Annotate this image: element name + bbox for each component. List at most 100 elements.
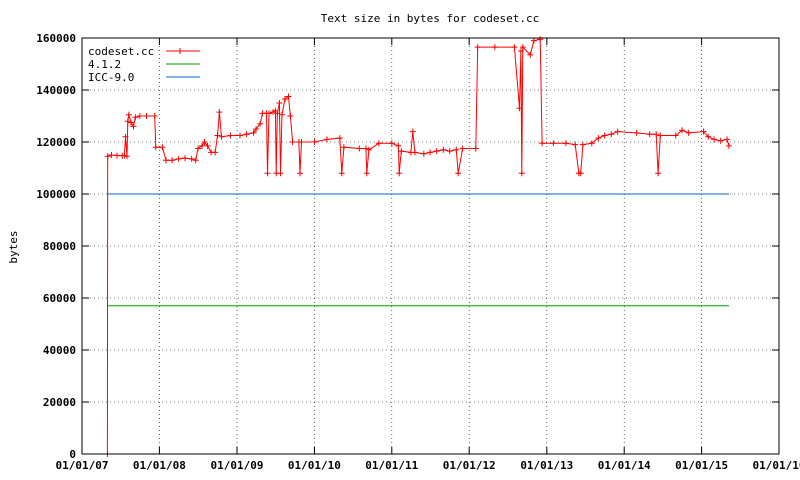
data-point xyxy=(537,36,544,43)
data-point xyxy=(199,142,206,149)
data-point xyxy=(459,145,466,152)
data-point xyxy=(338,170,345,177)
data-point xyxy=(204,142,211,149)
data-point xyxy=(653,131,660,138)
data-point xyxy=(159,144,166,151)
data-point xyxy=(614,128,621,135)
x-tick-label: 01/01/14 xyxy=(598,459,651,472)
data-point xyxy=(201,139,208,145)
data-point xyxy=(108,152,115,158)
data-point xyxy=(311,139,318,145)
data-point xyxy=(323,136,330,143)
data-point xyxy=(527,51,534,58)
data-point xyxy=(277,170,284,177)
data-point xyxy=(285,93,292,100)
data-point xyxy=(356,145,363,152)
y-tick-label: 120000 xyxy=(36,136,76,149)
data-point xyxy=(474,44,481,51)
data-point xyxy=(577,170,584,177)
data-point xyxy=(539,140,546,147)
data-point xyxy=(530,37,537,44)
data-point xyxy=(127,119,134,126)
data-point xyxy=(705,133,712,140)
x-tick-label: 01/01/09 xyxy=(211,459,264,472)
data-point xyxy=(362,145,369,152)
data-point xyxy=(433,148,440,155)
data-point xyxy=(214,132,221,139)
series-layer xyxy=(104,36,732,457)
data-point xyxy=(121,152,128,159)
data-point xyxy=(700,128,707,135)
y-tick-label: 80000 xyxy=(43,240,76,253)
data-point xyxy=(511,44,518,51)
data-point xyxy=(253,126,260,132)
data-point xyxy=(685,129,692,136)
data-point xyxy=(218,133,225,140)
legend-label: 4.1.2 xyxy=(88,58,121,71)
x-tick-label: 01/01/16 xyxy=(753,459,800,472)
data-point xyxy=(657,132,664,139)
data-point xyxy=(104,153,111,160)
data-point xyxy=(601,132,608,139)
series-0 xyxy=(104,36,732,457)
data-point xyxy=(655,170,662,177)
y-tick-label: 140000 xyxy=(36,84,76,97)
data-point xyxy=(595,135,602,142)
data-point xyxy=(192,157,199,164)
data-point xyxy=(516,105,523,112)
data-point xyxy=(257,120,264,127)
data-point xyxy=(420,150,427,157)
data-point xyxy=(151,113,158,119)
series-line xyxy=(106,38,730,455)
data-point xyxy=(363,170,370,177)
data-point xyxy=(243,131,250,138)
data-point xyxy=(212,149,219,156)
data-point xyxy=(130,123,137,130)
data-point xyxy=(711,136,718,143)
data-point xyxy=(274,110,281,117)
legend-label: ICC-9.0 xyxy=(88,71,134,84)
data-point xyxy=(143,113,150,119)
x-tick-label: 01/01/11 xyxy=(365,459,418,472)
data-point xyxy=(717,137,724,144)
data-point xyxy=(453,146,460,153)
data-point xyxy=(517,48,524,54)
data-point xyxy=(340,144,347,151)
y-tick-label: 100000 xyxy=(36,188,76,201)
chart-title: Text size in bytes for codeset.cc xyxy=(321,12,540,25)
data-point xyxy=(336,135,343,142)
y-tick-label: 0 xyxy=(69,448,76,461)
data-point xyxy=(276,100,283,106)
y-axis-label: bytes xyxy=(7,230,20,263)
data-point xyxy=(572,141,579,148)
data-point xyxy=(409,128,416,135)
data-point xyxy=(446,148,453,155)
data-point xyxy=(375,140,382,147)
data-point xyxy=(227,132,234,139)
data-point xyxy=(125,111,132,118)
data-point xyxy=(518,170,525,177)
data-point xyxy=(289,139,296,145)
data-point xyxy=(113,152,120,159)
data-point xyxy=(725,142,732,149)
data-point xyxy=(579,141,586,148)
x-tick-label: 01/01/12 xyxy=(443,459,496,472)
data-point xyxy=(278,111,285,118)
data-point xyxy=(298,139,305,145)
y-tick-label: 160000 xyxy=(36,32,76,45)
x-tick-label: 01/01/10 xyxy=(288,459,341,472)
data-point xyxy=(162,157,169,164)
data-point xyxy=(411,149,418,156)
data-point xyxy=(132,114,139,121)
x-tick-label: 01/01/07 xyxy=(56,459,109,472)
data-point xyxy=(287,113,294,119)
data-point xyxy=(250,129,257,136)
data-point xyxy=(266,110,273,117)
data-point xyxy=(236,132,243,139)
data-point xyxy=(679,127,686,134)
data-point xyxy=(188,155,195,162)
data-point xyxy=(427,149,434,156)
data-point xyxy=(724,136,731,143)
